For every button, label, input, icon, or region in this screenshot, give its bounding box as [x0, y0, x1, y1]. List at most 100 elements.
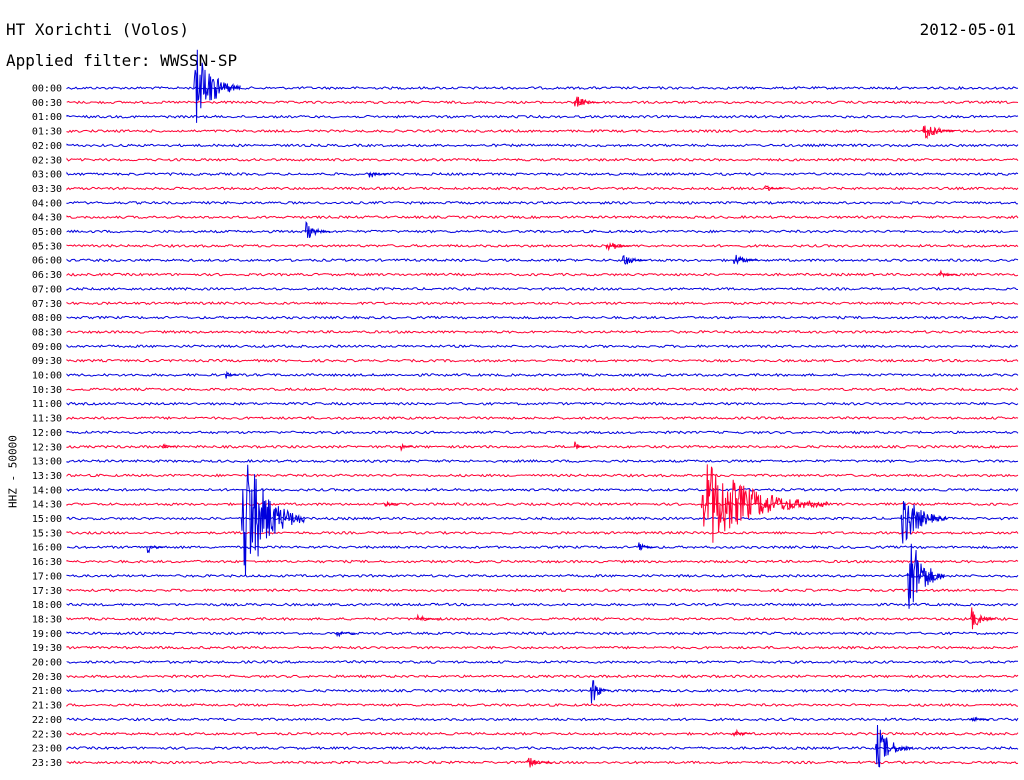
trace-1930 [66, 645, 1019, 650]
time-tick-label: 08:30 [32, 327, 62, 338]
trace-0530 [66, 243, 1019, 248]
time-tick-label: 06:30 [32, 270, 62, 281]
trace-1400 [66, 487, 1019, 492]
time-tick-label: 13:30 [32, 471, 62, 482]
trace-0930 [66, 358, 1019, 363]
trace-0230 [66, 157, 1019, 162]
trace-1730 [66, 588, 1019, 593]
time-tick-label: 03:30 [32, 184, 62, 195]
time-tick-label: 08:00 [32, 313, 62, 324]
time-tick-label: 16:30 [32, 557, 62, 568]
trace-0830 [66, 329, 1019, 334]
seismic-event-0600 [732, 254, 759, 265]
trace-0600 [66, 258, 1019, 263]
trace-0330 [66, 186, 1019, 191]
time-tick-label: 21:00 [32, 686, 62, 697]
trace-0500 [66, 229, 1019, 234]
time-tick-label: 22:00 [32, 715, 62, 726]
trace-1600 [66, 545, 1019, 550]
trace-0630 [66, 272, 1019, 277]
seismic-event-0330 [763, 185, 784, 192]
trace-1130 [66, 416, 1019, 421]
time-tick-label: 13:00 [32, 457, 62, 468]
time-tick-label: 15:30 [32, 528, 62, 539]
station-title: HT Xorichti (Volos) [6, 20, 190, 39]
date-label: 2012-05-01 [919, 20, 1016, 39]
time-tick-label: 14:00 [32, 485, 62, 496]
time-tick-label: 22:30 [32, 729, 62, 740]
time-tick-label: 15:00 [32, 514, 62, 525]
trace-0730 [66, 301, 1019, 306]
time-tick-label: 21:30 [32, 701, 62, 712]
seismic-event-1430 [700, 464, 829, 543]
seismic-event-0600 [621, 255, 648, 265]
seismic-event-0030 [573, 96, 600, 107]
trace-0900 [66, 344, 1019, 349]
time-tick-label: 16:00 [32, 543, 62, 554]
trace-2300 [66, 746, 1019, 751]
seismic-event-2300 [874, 724, 914, 768]
seismic-event-2200 [970, 716, 990, 723]
time-tick-label: 05:30 [32, 241, 62, 252]
trace-2200 [66, 717, 1019, 722]
time-tick-label: 20:00 [32, 658, 62, 669]
trace-1230 [66, 444, 1019, 449]
time-tick-label: 23:00 [32, 744, 62, 755]
seismic-event-1830 [415, 613, 441, 622]
trace-1030 [66, 387, 1019, 392]
seismic-event-1430 [383, 500, 400, 507]
time-tick-label: 17:30 [32, 586, 62, 597]
time-tick-label: 17:00 [32, 571, 62, 582]
trace-0030 [66, 100, 1019, 105]
time-tick-label: 12:00 [32, 428, 62, 439]
seismic-event-1700 [906, 543, 945, 609]
trace-2030 [66, 674, 1019, 679]
seismic-event-1900 [335, 630, 356, 638]
time-tick-label: 00:00 [32, 84, 62, 95]
trace-2130 [66, 702, 1019, 708]
filter-label: Applied filter: WWSSN-SP [6, 51, 238, 70]
trace-0400 [66, 200, 1019, 205]
seismic-event-0630 [938, 269, 958, 278]
seismic-event-2330 [526, 757, 552, 768]
time-tick-label: 23:30 [32, 758, 62, 769]
trace-1500 [66, 516, 1019, 521]
seismic-event-1830 [969, 607, 996, 630]
time-tick-label: 09:30 [32, 356, 62, 367]
time-tick-label: 01:30 [32, 127, 62, 138]
trace-1630 [66, 559, 1019, 564]
seismic-event-0000 [193, 49, 241, 123]
seismic-event-0130 [922, 125, 955, 140]
trace-1100 [66, 401, 1019, 406]
trace-1430 [66, 502, 1019, 507]
seismic-event-1000 [225, 370, 239, 379]
time-tick-label: 00:30 [32, 98, 62, 109]
time-tick-label: 01:00 [32, 112, 62, 123]
trace-0430 [66, 215, 1019, 220]
time-tick-label: 06:00 [32, 256, 62, 267]
trace-0700 [66, 286, 1019, 291]
seismic-event-1500 [900, 500, 948, 544]
trace-0100 [66, 114, 1019, 119]
time-tick-label: 11:30 [32, 414, 62, 425]
time-tick-label: 05:00 [32, 227, 62, 238]
time-tick-label: 11:00 [32, 399, 62, 410]
trace-0200 [66, 143, 1019, 148]
seismic-event-1230 [399, 442, 413, 452]
trace-0130 [66, 129, 1018, 134]
seismic-event-1600 [146, 545, 166, 554]
trace-1700 [66, 573, 1019, 578]
time-tick-label: 07:30 [32, 299, 62, 310]
time-tick-label: 19:30 [32, 643, 62, 654]
time-tick-label: 18:30 [32, 614, 62, 625]
time-tick-label: 04:30 [32, 213, 62, 224]
trace-2000 [66, 660, 1019, 664]
seismic-event-1600 [637, 542, 657, 552]
seismic-event-1230 [573, 441, 587, 450]
seismic-event-0300 [367, 171, 390, 178]
time-tick-label: 09:00 [32, 342, 62, 353]
time-tick-label: 14:30 [32, 500, 62, 511]
trace-1330 [66, 473, 1019, 478]
trace-1300 [66, 459, 1019, 464]
